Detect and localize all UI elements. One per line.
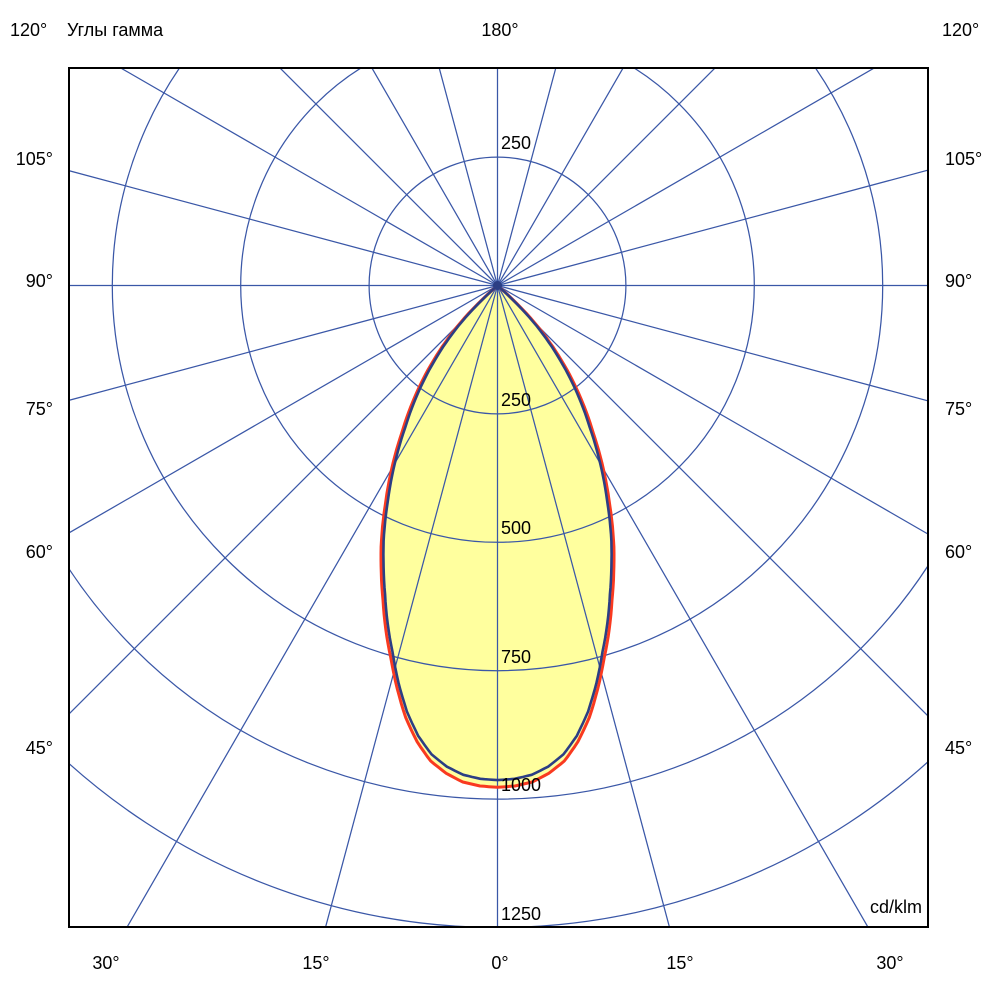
ring-value-label-1250: 1250: [501, 904, 542, 924]
ring-value-label-250-top: 250: [501, 133, 532, 153]
gamma-tick-label-top-180: 180°: [481, 20, 519, 40]
gamma-tick-label-left-60: 60°: [25, 542, 53, 562]
gamma-tick-label-bottom-right-30: 30°: [876, 953, 904, 973]
gamma-tick-label-right-90: 90°: [945, 271, 973, 291]
gamma-tick-label-right-45: 45°: [945, 738, 973, 758]
gamma-tick-label-top-left-120: 120°: [10, 20, 48, 40]
gamma-tick-label-bottom-right-15: 15°: [666, 953, 694, 973]
chart-title: Углы гамма: [67, 20, 164, 40]
ring-value-label-1000: 1000: [501, 775, 542, 795]
gamma-tick-label-right-75: 75°: [945, 399, 973, 419]
gamma-tick-label-top-right-120: 120°: [942, 20, 980, 40]
unit-label-cd-klm: cd/klm: [869, 897, 922, 917]
gamma-tick-label-bottom-left-30: 30°: [92, 953, 120, 973]
gamma-tick-label-right-60: 60°: [945, 542, 973, 562]
gamma-tick-label-bottom-0: 0°: [491, 953, 509, 973]
gamma-tick-label-left-105: 105°: [15, 149, 53, 169]
ring-value-label-500: 500: [501, 518, 532, 538]
gamma-tick-label-left-90: 90°: [25, 271, 53, 291]
gamma-tick-label-right-105: 105°: [945, 149, 983, 169]
gamma-tick-label-bottom-left-15: 15°: [302, 953, 330, 973]
gamma-tick-label-left-75: 75°: [25, 399, 53, 419]
ring-value-label-750: 750: [501, 647, 532, 667]
ring-value-label-250: 250: [501, 390, 532, 410]
gamma-tick-label-left-45: 45°: [25, 738, 53, 758]
